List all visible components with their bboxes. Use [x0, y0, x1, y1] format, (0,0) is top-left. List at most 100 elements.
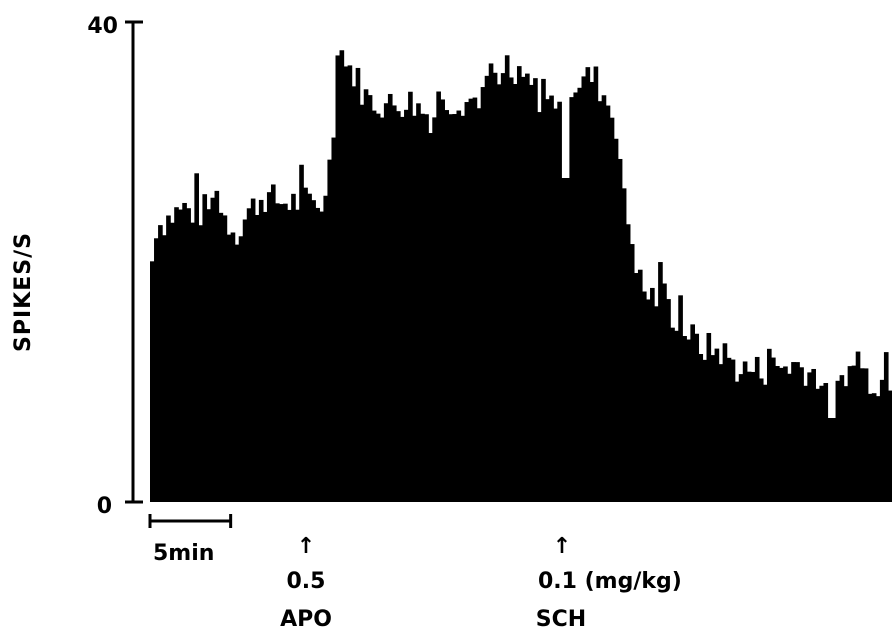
histogram-bar	[706, 332, 712, 502]
histogram-bar	[633, 273, 639, 502]
histogram-bar	[569, 97, 575, 503]
histogram-bar	[597, 101, 603, 502]
histogram-bar	[335, 55, 341, 502]
histogram-bar	[355, 67, 361, 502]
histogram-bar	[246, 208, 252, 503]
histogram-bar	[266, 192, 272, 503]
histogram-bar	[307, 193, 312, 502]
histogram-bar	[424, 114, 429, 503]
histogram-bar	[387, 93, 393, 502]
histogram-bars	[150, 50, 892, 503]
histogram-bar	[508, 77, 514, 503]
histogram-bar	[553, 108, 558, 502]
histogram-bar	[730, 359, 736, 502]
histogram-bar	[218, 212, 224, 502]
histogram-bar	[319, 211, 324, 502]
histogram-bar	[609, 117, 615, 502]
histogram-bar	[783, 366, 788, 502]
scale-bar-label: 5min	[153, 541, 214, 566]
histogram-bar	[226, 234, 232, 502]
sch-drug-label: SCH	[536, 607, 586, 632]
histogram-bar	[605, 105, 611, 502]
histogram-bar	[573, 92, 579, 502]
histogram-bar	[702, 359, 708, 502]
histogram-bar	[883, 352, 889, 502]
histogram-bar	[291, 193, 296, 502]
histogram-bar	[214, 190, 220, 502]
histogram-bar	[803, 385, 808, 502]
histogram-bar	[867, 393, 873, 502]
histogram-bar	[323, 195, 329, 502]
histogram-bar	[613, 138, 619, 502]
histogram-bar	[746, 371, 752, 502]
histogram-bar	[871, 393, 877, 502]
histogram-bar	[738, 374, 744, 502]
histogram-bar	[468, 98, 474, 502]
histogram-bar	[516, 66, 522, 503]
histogram-bar	[287, 209, 292, 502]
histogram-bar	[795, 362, 800, 502]
histogram-bar	[887, 390, 892, 502]
histogram-bar	[682, 336, 687, 502]
histogram-bar	[734, 381, 740, 502]
histogram-bar	[234, 244, 240, 502]
histogram-bar	[460, 115, 466, 502]
histogram-bar	[250, 198, 256, 503]
histogram-bar	[202, 194, 208, 502]
histogram-bar	[230, 232, 236, 503]
histogram-bar	[855, 351, 861, 502]
histogram-bar	[557, 101, 562, 502]
histogram-bar	[186, 208, 191, 502]
histogram-bar	[714, 348, 720, 502]
histogram-bar	[371, 110, 377, 502]
y-tick-0-label: 0	[97, 494, 112, 519]
histogram-bar	[222, 215, 228, 503]
histogram-bar	[258, 199, 264, 503]
histogram-bar	[791, 362, 796, 502]
histogram-bar	[819, 385, 825, 502]
histogram-bar	[194, 173, 199, 503]
histogram-bar	[351, 86, 357, 502]
histogram-bar	[170, 222, 175, 503]
histogram-bar	[593, 66, 599, 502]
histogram-bar	[787, 373, 792, 502]
histogram-bar	[525, 73, 530, 502]
histogram-bar	[581, 76, 587, 503]
apo-drug-label: APO	[280, 607, 332, 632]
histogram-bar	[742, 361, 748, 502]
histogram-bar	[331, 137, 337, 502]
histogram-bar	[766, 348, 772, 502]
histogram-bar	[722, 343, 728, 502]
apo-dose-label: 0.5	[287, 569, 326, 594]
histogram-bar	[698, 354, 704, 502]
histogram-bar	[807, 372, 812, 502]
y-axis-label: SPIKES/S	[11, 232, 36, 352]
histogram-bar	[815, 388, 821, 502]
sch-injection-marker: ↑ 0.1 (mg/kg) SCH	[536, 534, 682, 632]
histogram-bar	[625, 224, 631, 502]
histogram-bar	[428, 133, 433, 502]
histogram-bar	[166, 215, 171, 502]
histogram-bar	[879, 379, 885, 502]
histogram-bar	[750, 371, 756, 502]
histogram-bar	[206, 209, 212, 502]
histogram-bar	[601, 95, 607, 502]
histogram-bar	[254, 214, 260, 503]
sch-arrow: ↑	[553, 534, 571, 559]
histogram-bar	[771, 357, 776, 502]
apo-injection-marker: ↑ 0.5 APO	[280, 534, 332, 632]
histogram-bar	[875, 396, 881, 502]
histogram-bar	[658, 262, 663, 502]
histogram-bar	[416, 103, 421, 502]
histogram-bar	[754, 356, 760, 502]
histogram-bar	[359, 104, 365, 502]
histogram-bar	[448, 114, 454, 503]
histogram-bar	[347, 65, 353, 502]
histogram-bar	[315, 207, 320, 502]
histogram-bar	[654, 306, 659, 502]
histogram-bar	[456, 110, 462, 502]
histogram-bar	[835, 380, 841, 502]
histogram-bar	[811, 368, 816, 502]
histogram-bar	[823, 383, 829, 502]
histogram-bar	[758, 378, 764, 502]
